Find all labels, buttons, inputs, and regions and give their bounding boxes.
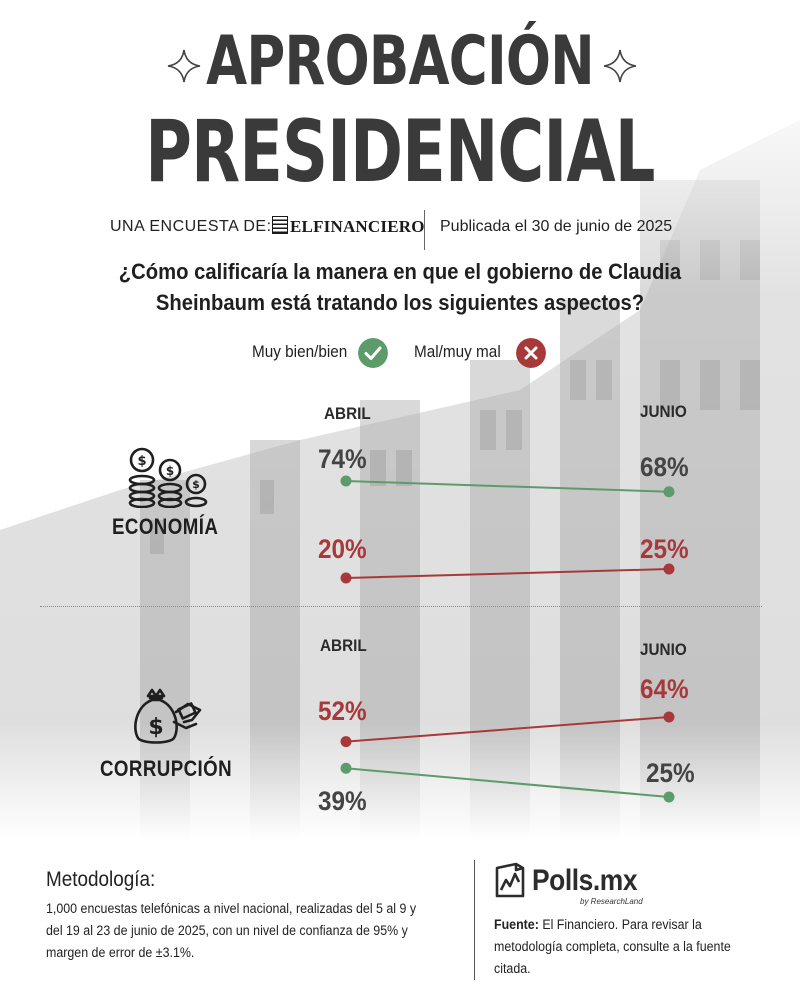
- source-label: Fuente:: [494, 917, 539, 932]
- survey-question: ¿Cómo calificaría la manera en que el go…: [118, 259, 682, 315]
- polls-logo-sub: by ResearchLand: [580, 897, 643, 906]
- data-label: 52%: [318, 696, 367, 726]
- data-point: [663, 563, 675, 575]
- title-line2: PRESIDENCIAL: [145, 102, 655, 202]
- data-point: [663, 711, 675, 723]
- header-divider: [424, 210, 425, 250]
- polls-logo-icon: [495, 862, 525, 898]
- data-point: [340, 475, 352, 487]
- data-label: 39%: [318, 786, 367, 816]
- coins-icon: $ $ $: [128, 447, 208, 508]
- svg-text:$: $: [137, 454, 146, 469]
- data-point: [663, 791, 675, 803]
- svg-text:$: $: [166, 464, 174, 478]
- series-line: [345, 716, 670, 743]
- data-point: [340, 762, 352, 774]
- check-icon: [358, 338, 388, 368]
- series-line: [345, 480, 670, 493]
- x-icon: [516, 338, 546, 368]
- sparkle-icon: [603, 49, 637, 83]
- data-label: 64%: [640, 674, 689, 704]
- month-label-abril: ABRIL: [320, 636, 367, 655]
- methodology-text: 1,000 encuestas telefónicas a nivel naci…: [46, 901, 417, 960]
- footer-divider: [474, 860, 475, 980]
- month-label-junio: JUNIO: [640, 640, 687, 659]
- category-label-economia: ECONOMÍA: [112, 514, 219, 539]
- svg-text:$: $: [192, 478, 200, 491]
- series-line: [345, 767, 670, 798]
- source-text: El Financiero. Para revisar la metodolog…: [494, 917, 731, 976]
- sparkle-icon: [167, 49, 201, 83]
- data-label: 68%: [640, 452, 689, 482]
- brand-name: ELFINANCIERO: [290, 217, 425, 236]
- data-point: [340, 572, 352, 584]
- month-label-junio: JUNIO: [640, 402, 687, 421]
- series-line: [345, 568, 670, 579]
- section-divider: [40, 606, 762, 607]
- source-note: Fuente: El Financiero. Para revisar la m…: [494, 914, 770, 980]
- data-point: [340, 736, 352, 748]
- data-label: 25%: [646, 758, 695, 788]
- legend-positive-label: Muy bien/bien: [252, 342, 348, 361]
- data-point: [663, 486, 675, 498]
- byline: UNA ENCUESTA DE:: [110, 218, 272, 235]
- methodology-title: Metodología:: [46, 868, 156, 891]
- legend-negative-label: Mal/muy mal: [414, 342, 501, 361]
- category-label-corrupcion: CORRUPCIÓN: [100, 756, 233, 781]
- data-label: 25%: [640, 534, 689, 564]
- month-label-abril: ABRIL: [324, 404, 371, 423]
- data-label: 20%: [318, 534, 367, 564]
- svg-text:$: $: [148, 715, 163, 740]
- brand-logo: ELFINANCIERO: [272, 216, 425, 237]
- data-label: 74%: [318, 444, 367, 474]
- polls-logo-name: Polls.mx: [532, 864, 638, 897]
- published-date: Publicada el 30 de junio de 2025: [440, 218, 673, 235]
- newspaper-icon: [272, 216, 288, 234]
- money-bag-bribe-icon: $: [134, 688, 202, 744]
